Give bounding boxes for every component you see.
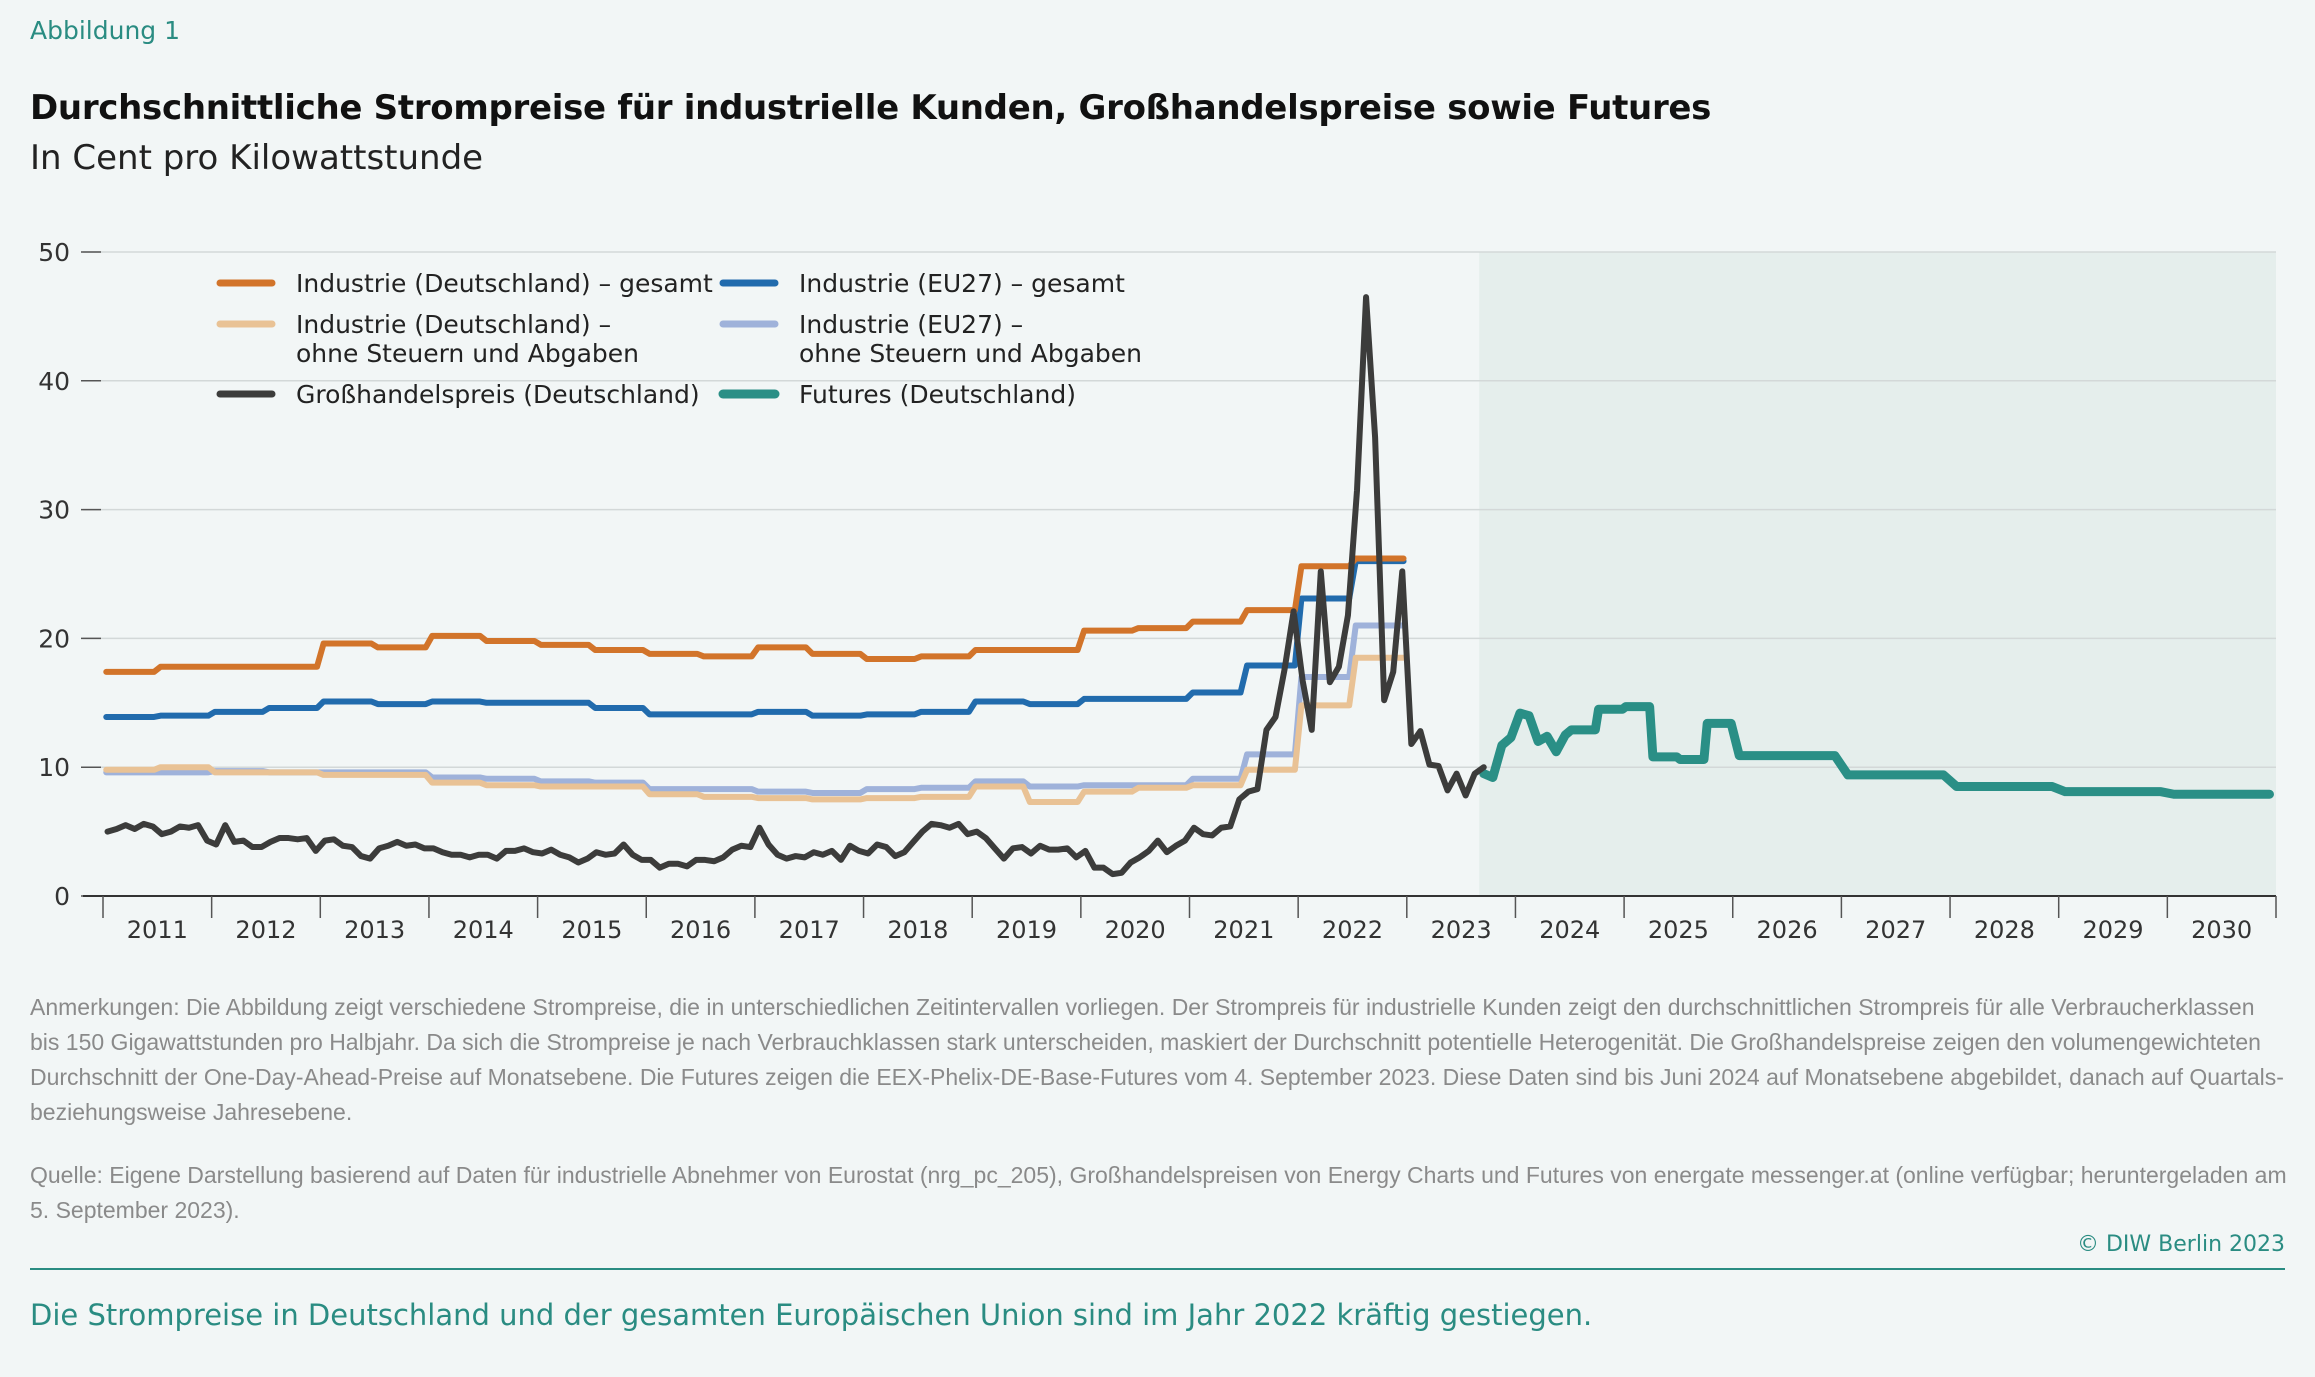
legend-label: Industrie (EU27) – gesamt [799, 269, 1125, 298]
x-tick-label: 2011 [127, 916, 188, 944]
y-tick-label: 50 [38, 238, 70, 267]
legend-label-line: ohne Steuern und Abgaben [296, 339, 639, 368]
legend-label: Großhandelspreis (Deutschland) [296, 380, 700, 409]
legend-item: Großhandelspreis (Deutschland) [216, 380, 700, 409]
series-line-1 [103, 558, 1407, 720]
x-tick-label: 2024 [1539, 916, 1600, 944]
x-tick-label: 2018 [887, 916, 948, 944]
series-lines [103, 294, 2274, 878]
legend-item: Industrie (Deutschland) – ohne Steuern un… [216, 310, 639, 368]
x-tick-label: 2012 [235, 916, 296, 944]
series-line-2 [103, 654, 1407, 805]
x-tick-label: 2017 [779, 916, 840, 944]
legend-item: Industrie (EU27) – ohne Steuern und Abgab… [719, 310, 1142, 368]
y-tick-label: 10 [38, 753, 70, 782]
chart-source: Quelle: Eigene Darstellung basierend auf… [30, 1162, 2287, 1223]
chart-notes: Anmerkungen: Die Abbildung zeigt verschi… [30, 994, 2284, 1125]
x-tick-label: 2019 [996, 916, 1057, 944]
x-tick-label: 2027 [1865, 916, 1926, 944]
x-tick-label: 2026 [1757, 916, 1818, 944]
copyright: © DIW Berlin 2023 [2077, 1232, 2285, 1257]
legend-item: Industrie (EU27) – gesamt [719, 269, 1125, 298]
x-tick-label: 2013 [344, 916, 405, 944]
legend-item: Industrie (Deutschland) – gesamt [216, 269, 713, 298]
x-tick-label: 2014 [453, 916, 514, 944]
x-tick-label: 2022 [1322, 916, 1383, 944]
x-tick-label: 2025 [1648, 916, 1709, 944]
y-axis-ticks: 0 10 20 30 40 50 [38, 238, 101, 911]
legend-item: Futures (Deutschland) [718, 380, 1076, 409]
y-tick-label: 30 [38, 496, 70, 525]
legend-label: Industrie (Deutschland) – gesamt [296, 269, 713, 298]
legend-label-line: Industrie (Deutschland) – [296, 310, 611, 339]
legend-label: Industrie (Deutschland) – ohne Steuern un… [296, 310, 639, 368]
x-tick-label: 2030 [2191, 916, 2252, 944]
legend-label: Futures (Deutschland) [799, 380, 1076, 409]
legend-label: Industrie (EU27) – ohne Steuern und Abgab… [799, 310, 1142, 368]
x-axis: 2011 2012 2013 2014 2015 2016 2017 2018 2019 2020… [83, 895, 2277, 944]
legend: Industrie (Deutschland) – gesamt Industri… [216, 269, 1142, 409]
x-tick-label: 2028 [1974, 916, 2035, 944]
x-tick-label: 2029 [2082, 916, 2143, 944]
x-tick-label: 2020 [1105, 916, 1166, 944]
legend-label-line: ohne Steuern und Abgaben [799, 339, 1142, 368]
chart-title: Durchschnittliche Strompreise für indust… [30, 88, 1712, 128]
takeaway-text: Die Strompreise in Deutschland und der g… [30, 1298, 1593, 1332]
series-line-4 [104, 294, 1487, 878]
y-tick-label: 0 [54, 882, 70, 911]
figure-label: Abbildung 1 [30, 16, 181, 45]
divider [30, 1268, 2285, 1270]
chart-subtitle: In Cent pro Kilowattstunde [30, 138, 484, 178]
x-tick-label: 2021 [1213, 916, 1274, 944]
legend-label-line: Industrie (EU27) – [799, 310, 1023, 339]
y-tick-label: 40 [38, 367, 70, 396]
series-line-0 [103, 555, 1407, 675]
x-tick-label: 2023 [1431, 916, 1492, 944]
x-tick-label: 2016 [670, 916, 731, 944]
series-line-5 [1479, 702, 2274, 799]
y-tick-label: 20 [38, 624, 70, 653]
x-tick-label: 2015 [561, 916, 622, 944]
forecast-shaded-region [1479, 252, 2276, 896]
